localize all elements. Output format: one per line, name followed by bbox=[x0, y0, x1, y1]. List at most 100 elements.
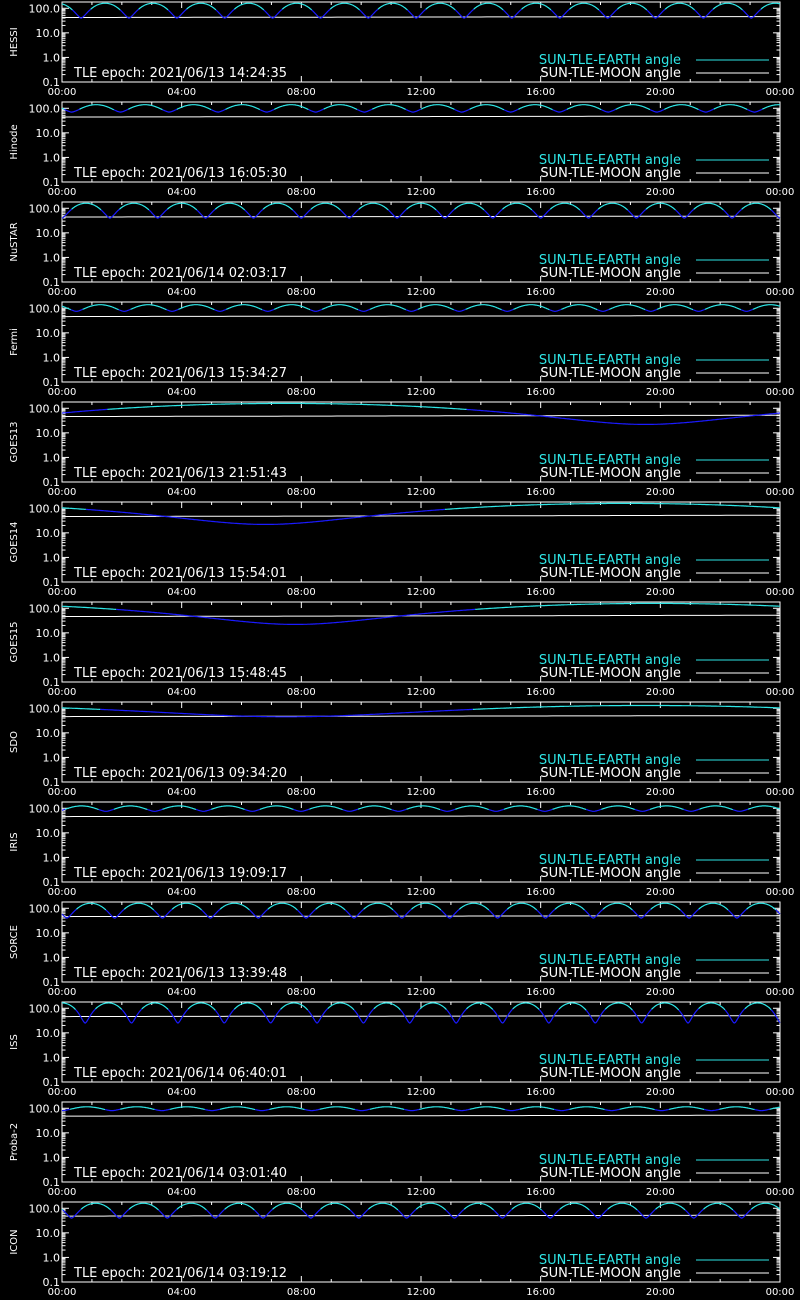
y-tick-label: 0.1 bbox=[43, 876, 61, 889]
earth-angle-series bbox=[469, 104, 505, 111]
satellite-name: GOES15 bbox=[9, 621, 20, 662]
x-tick-label: 20:00 bbox=[646, 887, 675, 898]
earth-angle-series bbox=[579, 208, 599, 219]
legend-earth-label: SUN-TLE-EARTH angle bbox=[539, 553, 681, 568]
earth-angle-series bbox=[601, 805, 635, 810]
y-tick-label: 10.0 bbox=[36, 827, 61, 840]
satellite-name: Proba-2 bbox=[9, 1123, 20, 1161]
earth-angle-series bbox=[483, 208, 503, 219]
earth-angle-series bbox=[71, 202, 102, 211]
moon-angle-series bbox=[62, 215, 780, 218]
y-tick-label: 100.0 bbox=[29, 902, 61, 915]
x-tick-label: 04:00 bbox=[167, 587, 196, 598]
panel-iris: 100.010.01.00.100:00 04:00 08:00 12:00 16:00… bbox=[9, 801, 794, 898]
earth-angle-series bbox=[678, 1008, 700, 1024]
earth-angle-series bbox=[558, 1002, 587, 1011]
legend-earth-label: SUN-TLE-EARTH angle bbox=[539, 753, 681, 768]
x-tick-label: 00:00 bbox=[766, 387, 795, 398]
earth-angle-series bbox=[259, 108, 275, 113]
y-tick-label: 10.0 bbox=[36, 927, 61, 940]
tle-epoch-text: TLE epoch: 2021/06/13 15:48:45 bbox=[73, 666, 287, 681]
earth-angle-series bbox=[296, 908, 317, 919]
x-tick-label: 04:00 bbox=[167, 887, 196, 898]
earth-angle-series bbox=[233, 1002, 262, 1011]
earth-angle-series bbox=[742, 8, 762, 19]
earth-angle-series bbox=[249, 908, 269, 919]
earth-angle-series bbox=[319, 1106, 355, 1111]
y-tick-label: 100.0 bbox=[29, 502, 61, 515]
earth-angle-series bbox=[130, 304, 167, 311]
x-tick-label: 12:00 bbox=[407, 1187, 436, 1198]
earth-angle-series bbox=[675, 208, 695, 219]
x-tick-label: 08:00 bbox=[287, 1187, 316, 1198]
earth-angle-series bbox=[272, 1202, 303, 1211]
earth-angle-series bbox=[549, 202, 581, 211]
x-tick-label: 00:00 bbox=[48, 787, 77, 798]
earth-angle-series bbox=[504, 1108, 521, 1112]
earth-angle-series bbox=[646, 8, 666, 19]
panel-goes15: 100.010.01.00.100:00 04:00 08:00 12:00 16:00… bbox=[9, 601, 794, 698]
y-tick-label: 1.0 bbox=[43, 351, 61, 364]
x-tick-label: 04:00 bbox=[167, 1187, 196, 1198]
moon-angle-series bbox=[62, 815, 780, 818]
x-tick-label: 00:00 bbox=[766, 1187, 795, 1198]
x-tick-label: 08:00 bbox=[287, 387, 316, 398]
x-tick-label: 16:00 bbox=[526, 287, 555, 298]
earth-angle-series bbox=[176, 104, 212, 111]
satellite-name: GOES13 bbox=[9, 421, 20, 462]
tle-epoch-text: TLE epoch: 2021/06/13 21:51:43 bbox=[73, 466, 287, 481]
y-tick-label: 0.1 bbox=[43, 476, 61, 489]
earth-angle-series bbox=[415, 1202, 447, 1211]
x-tick-label: 12:00 bbox=[407, 787, 436, 798]
earth-angle-series bbox=[369, 304, 407, 311]
x-tick-label: 00:00 bbox=[48, 1087, 77, 1098]
earth-angle-series bbox=[359, 8, 379, 19]
earth-angle-series bbox=[138, 2, 169, 11]
moon-angle-series bbox=[62, 115, 780, 118]
earth-angle-series bbox=[473, 2, 504, 11]
earth-angle-series bbox=[770, 1009, 781, 1023]
earth-angle-series bbox=[280, 1002, 309, 1011]
earth-angle-series bbox=[569, 1106, 605, 1111]
earth-angle-series bbox=[344, 908, 365, 919]
earth-angle-series bbox=[167, 8, 187, 19]
earth-angle-series bbox=[62, 1002, 77, 1011]
earth-angle-series bbox=[123, 902, 155, 911]
y-tick-label: 1.0 bbox=[43, 751, 61, 764]
earth-angle-series bbox=[357, 805, 392, 811]
earth-angle-series bbox=[214, 308, 227, 312]
moon-angle-series bbox=[62, 1015, 780, 1018]
earth-angle-series bbox=[513, 304, 550, 311]
earth-angle-series bbox=[503, 805, 538, 811]
y-tick-label: 0.1 bbox=[43, 376, 61, 389]
satellite-name: GOES14 bbox=[9, 521, 20, 562]
earth-angle-series bbox=[775, 909, 781, 915]
satellite-name: NuSTAR bbox=[9, 222, 20, 261]
x-tick-label: 20:00 bbox=[646, 1087, 675, 1098]
panel-goes14: 100.010.01.00.100:00 04:00 08:00 12:00 16:00… bbox=[9, 501, 794, 598]
earth-angle-series bbox=[425, 2, 456, 11]
earth-angle-series bbox=[62, 408, 108, 414]
earth-angle-series bbox=[110, 1208, 130, 1219]
earth-angle-series bbox=[357, 308, 371, 312]
x-tick-label: 20:00 bbox=[646, 187, 675, 198]
earth-angle-series bbox=[512, 1002, 540, 1010]
satellite-name: ISS bbox=[9, 1034, 20, 1050]
x-tick-label: 00:00 bbox=[766, 87, 795, 98]
earth-angle-series bbox=[698, 1002, 726, 1011]
earth-angle-series bbox=[703, 1202, 734, 1211]
earth-angle-series bbox=[475, 602, 781, 610]
earth-angle-series bbox=[224, 1202, 255, 1211]
y-tick-label: 10.0 bbox=[36, 627, 61, 640]
panel-sdo: 100.010.01.00.100:00 04:00 08:00 12:00 16:00… bbox=[9, 701, 794, 798]
earth-angle-series bbox=[167, 1008, 189, 1024]
x-tick-label: 12:00 bbox=[407, 887, 436, 898]
earth-angle-series bbox=[206, 1208, 226, 1219]
earth-angle-series bbox=[309, 805, 343, 811]
x-tick-label: 16:00 bbox=[526, 987, 555, 998]
y-tick-label: 0.1 bbox=[43, 1076, 61, 1089]
legend-moon-label: SUN-TLE-MOON angle bbox=[540, 766, 681, 781]
y-tick-label: 10.0 bbox=[36, 127, 61, 140]
moon-angle-series bbox=[62, 915, 780, 918]
earth-angle-series bbox=[85, 508, 445, 526]
